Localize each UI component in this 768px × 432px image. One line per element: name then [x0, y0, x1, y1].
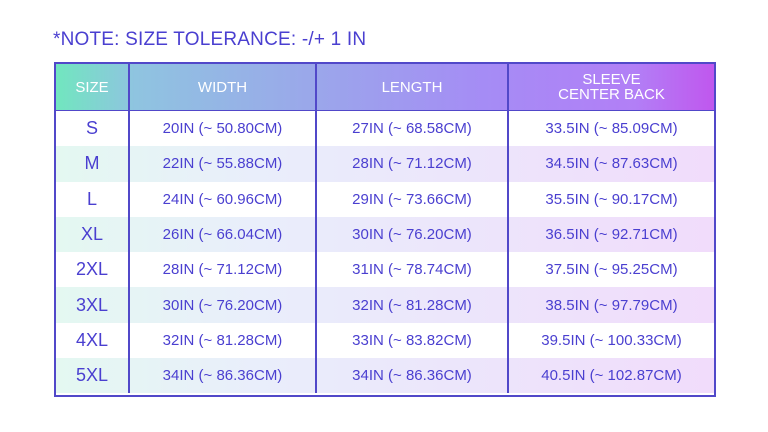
table-row: XL 26IN (~ 66.04CM) 30IN (~ 76.20CM) 36.… — [56, 216, 714, 253]
cell-sleeve: 34.5IN (~ 87.63CM) — [545, 155, 678, 173]
cell-width: 20IN (~ 50.80CM) — [130, 111, 317, 147]
header-size: SIZE — [56, 64, 130, 110]
cell-width: 34IN (~ 86.36CM) — [130, 358, 317, 394]
cell-width: 24IN (~ 60.96CM) — [130, 181, 317, 217]
header-width: WIDTH — [130, 64, 317, 110]
cell-length: 34IN (~ 86.36CM) — [317, 358, 509, 394]
cell-width: 22IN (~ 55.88CM) — [130, 146, 317, 182]
table-row: 5XL 34IN (~ 86.36CM) 34IN (~ 86.36CM) 40… — [56, 358, 714, 394]
cell-length: 30IN (~ 76.20CM) — [317, 216, 509, 253]
cell-width: 32IN (~ 81.28CM) — [130, 322, 317, 359]
cell-sleeve: 35.5IN (~ 90.17CM) — [545, 190, 678, 208]
size-tolerance-note: *NOTE: SIZE TOLERANCE: -/+ 1 IN — [53, 29, 367, 50]
table-row: L 24IN (~ 60.96CM) 29IN (~ 73.66CM) 35.5… — [56, 181, 714, 217]
table-row: 3XL 30IN (~ 76.20CM) 32IN (~ 81.28CM) 38… — [56, 287, 714, 323]
table-row: 2XL 28IN (~ 71.12CM) 31IN (~ 78.74CM) 37… — [56, 252, 714, 288]
cell-sleeve: 37.5IN (~ 95.25CM) — [545, 261, 678, 279]
table-row: 4XL 32IN (~ 81.28CM) 33IN (~ 83.82CM) 39… — [56, 322, 714, 359]
cell-size: 4XL — [56, 322, 130, 359]
cell-width: 26IN (~ 66.04CM) — [130, 216, 317, 253]
header-sleeve-line2: CENTER BACK — [558, 86, 665, 103]
table-row: M 22IN (~ 55.88CM) 28IN (~ 71.12CM) 34.5… — [56, 146, 714, 182]
cell-length: 29IN (~ 73.66CM) — [317, 181, 509, 217]
cell-size: 2XL — [56, 252, 130, 288]
cell-size: M — [56, 146, 130, 182]
cell-sleeve: 36.5IN (~ 92.71CM) — [545, 226, 678, 244]
cell-width: 30IN (~ 76.20CM) — [130, 287, 317, 323]
header-sleeve-line1: SLEEVE — [582, 71, 641, 88]
cell-length: 33IN (~ 83.82CM) — [317, 322, 509, 359]
cell-size: 5XL — [56, 358, 130, 394]
header-length: LENGTH — [317, 64, 509, 110]
cell-sleeve: 33.5IN (~ 85.09CM) — [545, 120, 678, 138]
cell-sleeve: 38.5IN (~ 97.79CM) — [545, 296, 678, 314]
table-row: S 20IN (~ 50.80CM) 27IN (~ 68.58CM) 33.5… — [56, 111, 714, 147]
cell-sleeve: 40.5IN (~ 102.87CM) — [541, 367, 682, 385]
size-chart-table: SIZE WIDTH LENGTH SLEEVE CENTER BACK S 2… — [54, 62, 716, 397]
cell-size: L — [56, 181, 130, 217]
cell-size: XL — [56, 216, 130, 253]
cell-size: S — [56, 111, 130, 147]
table-header: SIZE WIDTH LENGTH SLEEVE CENTER BACK — [56, 64, 714, 111]
header-sleeve-center-back: SLEEVE CENTER BACK — [509, 64, 714, 110]
cell-length: 27IN (~ 68.58CM) — [317, 111, 509, 147]
cell-width: 28IN (~ 71.12CM) — [130, 252, 317, 288]
cell-sleeve: 39.5IN (~ 100.33CM) — [541, 331, 682, 349]
cell-length: 32IN (~ 81.28CM) — [317, 287, 509, 323]
cell-length: 28IN (~ 71.12CM) — [317, 146, 509, 182]
cell-length: 31IN (~ 78.74CM) — [317, 252, 509, 288]
cell-size: 3XL — [56, 287, 130, 323]
